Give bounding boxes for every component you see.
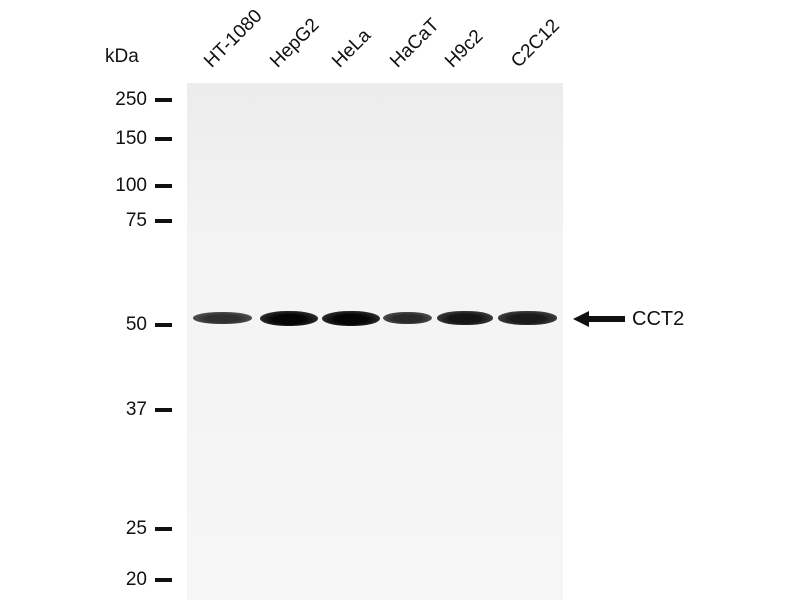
marker-100: 100 — [95, 176, 175, 196]
marker-20: 20 — [95, 570, 175, 590]
marker-tick — [155, 578, 172, 582]
marker-label: 50 — [125, 314, 147, 335]
marker-label: 25 — [125, 518, 147, 539]
lane-label: HepG2 — [266, 14, 324, 73]
band — [498, 311, 557, 325]
lane-label: H9c2 — [441, 25, 488, 72]
marker-250: 250 — [95, 90, 175, 110]
band — [437, 311, 493, 325]
arrow-left-icon — [573, 311, 625, 327]
band — [260, 310, 318, 326]
band — [322, 310, 380, 326]
lane-label: HaCaT — [386, 14, 444, 73]
lane-label: HT-1080 — [200, 5, 267, 72]
marker-75: 75 — [95, 211, 175, 231]
marker-label: 75 — [125, 210, 147, 231]
band — [193, 312, 252, 324]
marker-label: 150 — [115, 128, 147, 149]
marker-150: 150 — [95, 129, 175, 149]
marker-tick — [155, 137, 172, 141]
marker-tick — [155, 219, 172, 223]
marker-tick — [155, 323, 172, 327]
target-protein-label: CCT2 — [632, 308, 685, 330]
lane-label: C2C12 — [507, 15, 564, 72]
marker-tick — [155, 527, 172, 531]
marker-50: 50 — [95, 315, 175, 335]
marker-37: 37 — [95, 400, 175, 420]
marker-label: 250 — [115, 89, 147, 110]
marker-label: 37 — [125, 399, 147, 420]
marker-tick — [155, 184, 172, 188]
marker-label: 100 — [115, 175, 147, 196]
band — [383, 311, 432, 325]
marker-tick — [155, 408, 172, 412]
kda-label: kDa — [105, 46, 139, 67]
marker-label: 20 — [125, 569, 147, 590]
marker-25: 25 — [95, 519, 175, 539]
marker-tick — [155, 98, 172, 102]
lane-label: HeLa — [328, 25, 376, 72]
blot-membrane — [187, 83, 563, 600]
